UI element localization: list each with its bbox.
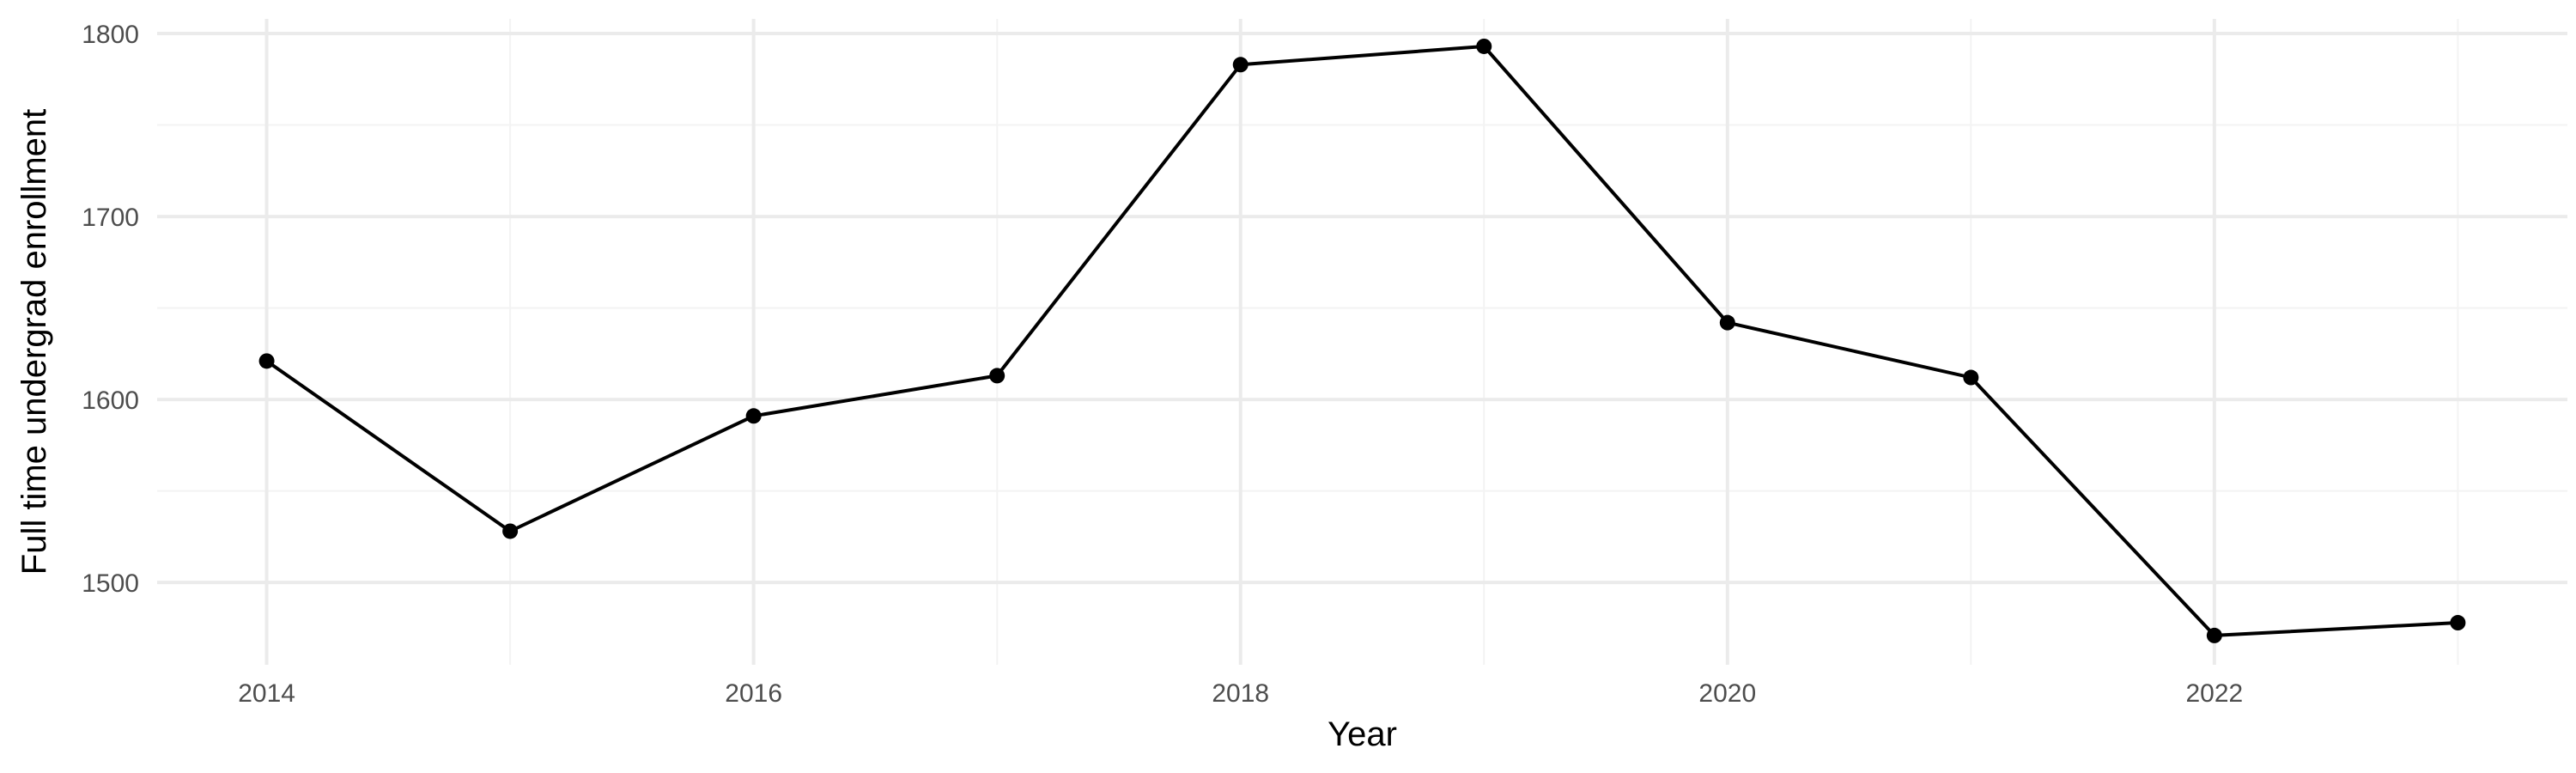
data-point bbox=[1719, 314, 1735, 331]
data-point bbox=[1476, 38, 1492, 54]
data-point bbox=[745, 408, 762, 424]
x-axis-tick-labels: 2014 2016 2018 2020 2022 bbox=[238, 679, 2243, 708]
y-axis-title: Full time undergrad enrollment bbox=[15, 109, 53, 575]
y-tick-label: 1600 bbox=[82, 386, 139, 415]
y-tick-label: 1700 bbox=[82, 204, 139, 232]
x-tick-label: 2018 bbox=[1212, 679, 1269, 708]
y-tick-label: 1800 bbox=[82, 21, 139, 49]
x-tick-label: 2014 bbox=[238, 679, 295, 708]
y-axis-tick-labels: 1500 1600 1700 1800 bbox=[82, 21, 139, 598]
data-point bbox=[258, 353, 275, 369]
data-point bbox=[502, 523, 519, 539]
series-layer bbox=[258, 38, 2466, 643]
x-tick-label: 2016 bbox=[725, 679, 782, 708]
x-tick-label: 2022 bbox=[2185, 679, 2243, 708]
data-point bbox=[2206, 627, 2222, 643]
grid-lines bbox=[157, 19, 2567, 665]
data-point bbox=[989, 368, 1005, 384]
x-axis-title: Year bbox=[1327, 715, 1397, 753]
data-point bbox=[1232, 57, 1249, 73]
x-tick-label: 2020 bbox=[1698, 679, 1756, 708]
y-tick-label: 1500 bbox=[82, 569, 139, 598]
data-point bbox=[1963, 369, 1979, 386]
series-line bbox=[264, 45, 2460, 637]
data-point bbox=[2450, 615, 2466, 631]
